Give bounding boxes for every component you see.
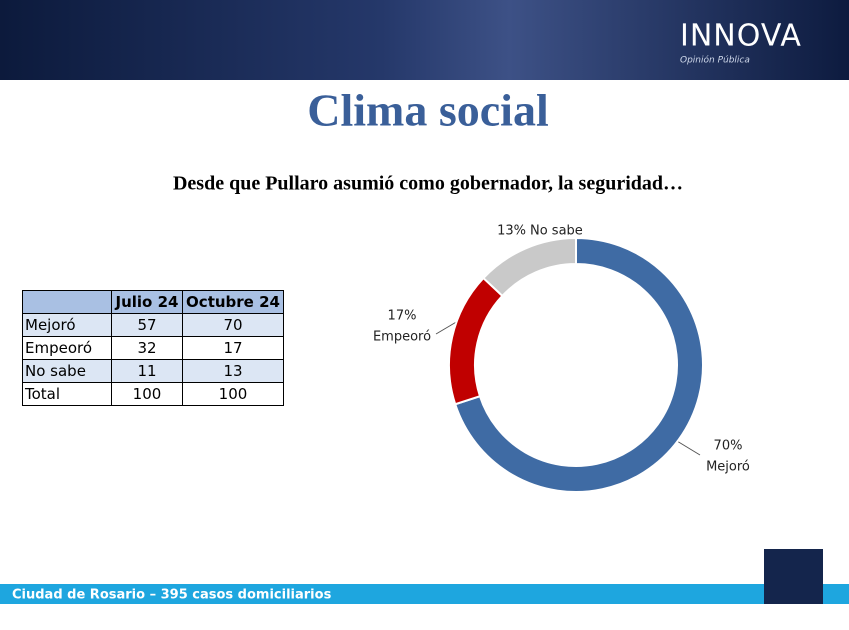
logo-tagline: Opinión Pública [680,55,750,66]
table-row: Mejoró 57 70 [22,313,284,337]
cell: 17 [182,336,284,360]
donut-segment [448,276,504,406]
header-band [0,0,849,80]
data-table: Julio 24 Octubre 24 Mejoró 57 70 Empeoró 32 17 N… [22,290,284,406]
corner-cell [22,290,112,314]
cell: 100 [182,382,284,406]
table-row: No sabe 11 13 [22,359,284,383]
cell: 32 [111,336,183,360]
subtitle: Desde que Pullaro asumió como gobernador… [173,173,683,195]
header-row: Julio 24 Octubre 24 [22,290,284,314]
cell: 13 [182,359,284,383]
cell: 11 [111,359,183,383]
footer-band [0,584,849,604]
table-row: Empeoró 32 17 [22,336,284,360]
row-label: Empeoró [22,336,112,360]
column-header: Julio 24 [111,290,183,314]
column-header: Octubre 24 [182,290,284,314]
category-label: Mejoró [706,460,750,475]
row-label: Total [22,382,112,406]
table-row: Total 100 100 [22,382,284,406]
data-label: 13% [497,224,526,239]
data-label: 17% [388,309,417,324]
row-label: No sabe [22,359,112,383]
title: Clima social [307,85,548,136]
corner-logo-box [764,549,823,604]
category-label: No sabe [530,224,583,239]
cell: 57 [111,313,183,337]
data-label: 70% [714,439,743,454]
row-label: Mejoró [22,313,112,337]
leader-line [435,320,459,335]
donut-segment [453,236,704,493]
cell: 100 [111,382,183,406]
cell: 70 [182,313,284,337]
donut-segment [482,236,577,298]
logo: INNOVA [680,19,802,54]
category-label: Empeoró [373,330,431,345]
footer: Ciudad de Rosario – 395 casos domiciliar… [12,588,332,603]
